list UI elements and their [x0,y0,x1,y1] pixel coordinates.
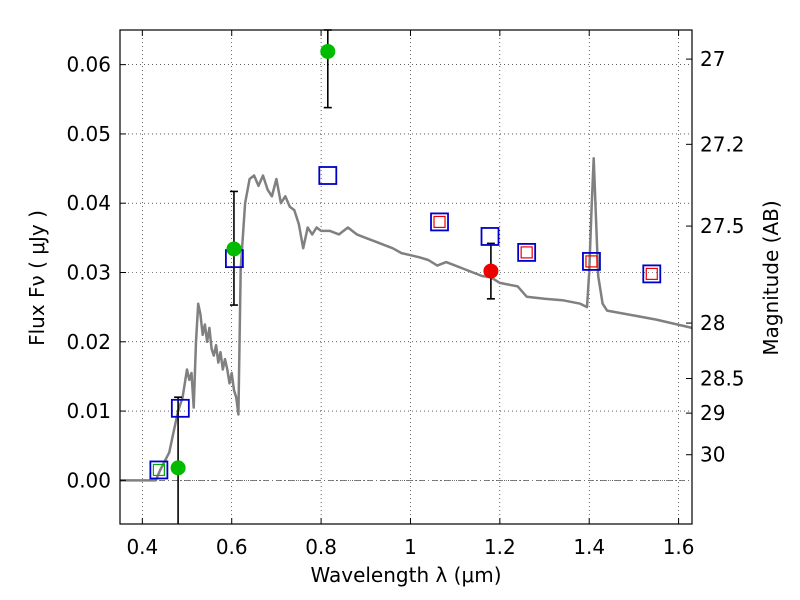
model-photometry-square [480,227,500,246]
axis-ticks: 0.4 0.6 0.8 1 1.2 1.4 1.6 0.00 0.01 0.02 0.03 0.04 0… [66,30,745,559]
y-tick-label: 0.00 [66,468,111,492]
y-tick-label: 0.06 [66,53,111,77]
x-tick-label: 0.8 [305,535,337,559]
y-tick-label: 0.04 [66,191,111,215]
plot-area [120,29,693,524]
model-photometry-square [582,252,601,271]
y-axis-label: Flux Fν ( μJy ) [25,210,49,346]
model-photometry-inner-square [520,246,533,259]
observed-data-point [226,241,242,257]
model-photometry-square [642,264,662,284]
x-tick-label: 1 [404,535,417,559]
y-tick-label: 0.03 [66,260,111,284]
right-tick-label: 27.5 [700,214,745,238]
model-photometry-inner-square [645,267,658,280]
x-tick-label: 1.4 [573,535,605,559]
x-axis-label: Wavelength λ (μm) [310,563,501,587]
observed-data-point [483,263,499,279]
right-tick-label: 27 [700,47,725,71]
x-tick-label: 1.2 [484,535,516,559]
model-photometry-square [170,398,190,418]
observed-data-point [170,460,186,476]
x-tick-label: 0.6 [216,535,248,559]
y-tick-label: 0.01 [66,399,111,423]
grid-lines [120,30,692,524]
model-photometry-inner-square [152,463,165,477]
x-tick-label: 1.6 [663,535,695,559]
model-photometry-square [517,243,537,262]
model-photometry-inner-square [585,255,598,268]
right-tick-label: 28 [700,311,725,335]
model-photometry-inner-square [433,215,446,229]
right-tick-label: 29 [700,401,725,425]
right-tick-label: 30 [700,443,725,467]
model-photometry-square [149,460,169,480]
plot-frame [119,29,693,525]
observed-data-point [320,43,336,59]
x-tick-label: 0.4 [126,535,158,559]
y-tick-label: 0.05 [66,122,111,146]
right-tick-label: 28.5 [700,367,745,391]
sed-model-line [120,156,693,482]
y-tick-label: 0.02 [66,330,111,354]
model-photometry-square [318,166,338,185]
model-photometry-square [430,212,449,232]
right-axis-label: Magnitude (AB) [759,200,783,355]
right-tick-label: 27.2 [700,132,745,156]
